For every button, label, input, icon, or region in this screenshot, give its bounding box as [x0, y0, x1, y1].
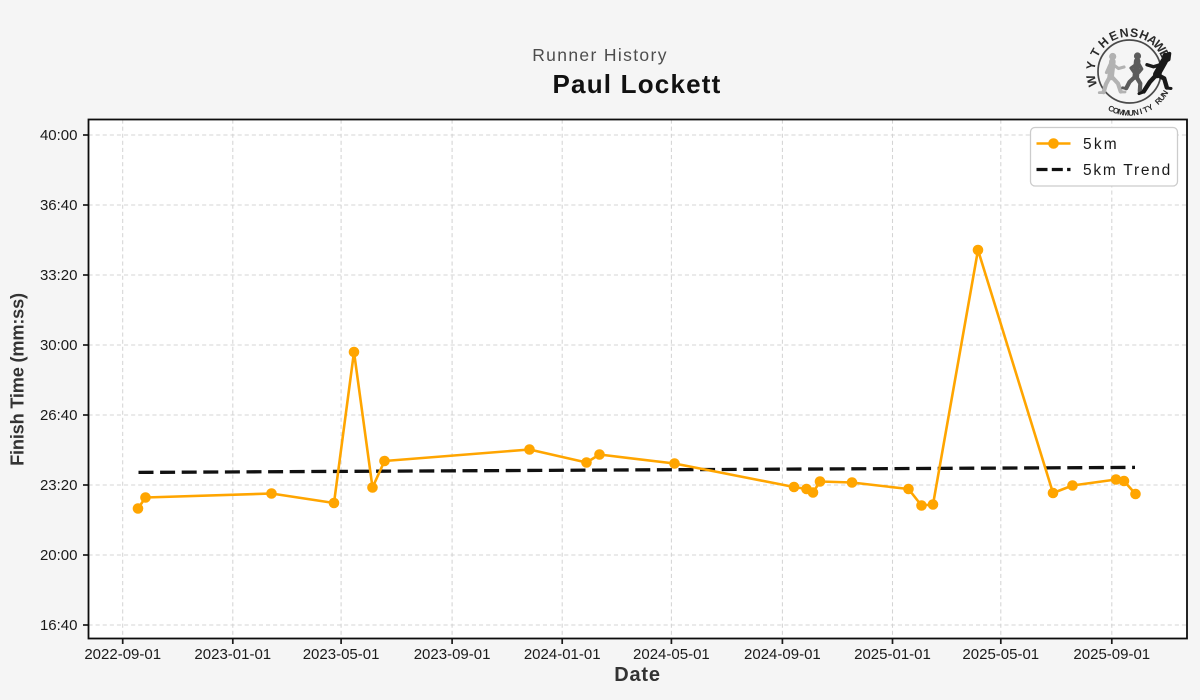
- svg-text:M: M: [1117, 107, 1126, 117]
- svg-text:26:40: 26:40: [40, 407, 78, 424]
- svg-text:Y: Y: [1084, 60, 1099, 70]
- svg-text:5km: 5km: [1083, 136, 1119, 153]
- svg-text:Paul Lockett: Paul Lockett: [553, 69, 722, 99]
- svg-text:20:00: 20:00: [40, 547, 78, 564]
- svg-text:W: W: [1084, 73, 1100, 88]
- svg-text:N: N: [1119, 25, 1130, 40]
- svg-text:R: R: [1153, 96, 1164, 107]
- svg-text:5km Trend: 5km Trend: [1083, 162, 1172, 179]
- svg-text:40:00: 40:00: [40, 127, 78, 144]
- svg-text:C: C: [1107, 104, 1116, 115]
- svg-text:23:20: 23:20: [40, 477, 78, 494]
- svg-text:O: O: [1112, 106, 1121, 117]
- svg-text:S: S: [1129, 26, 1139, 41]
- svg-text:N: N: [1132, 108, 1139, 118]
- svg-text:N: N: [1160, 89, 1171, 99]
- svg-text:U: U: [1128, 109, 1134, 118]
- svg-text:30:00: 30:00: [40, 337, 78, 354]
- svg-text:Y: Y: [1146, 102, 1156, 113]
- svg-text:2025-05-01: 2025-05-01: [962, 646, 1039, 663]
- svg-text:36:40: 36:40: [40, 197, 78, 214]
- svg-text:Runner History: Runner History: [532, 45, 668, 65]
- svg-text:M: M: [1122, 108, 1130, 118]
- svg-text:2024-09-01: 2024-09-01: [744, 646, 821, 663]
- svg-text:I: I: [1139, 107, 1144, 116]
- svg-text:2025-09-01: 2025-09-01: [1073, 646, 1150, 663]
- svg-text:Finish Time (mm:ss): Finish Time (mm:ss): [8, 293, 28, 466]
- svg-text:T: T: [1142, 105, 1150, 115]
- svg-text:U: U: [1157, 92, 1168, 102]
- svg-text:2024-05-01: 2024-05-01: [633, 646, 710, 663]
- svg-text:2022-09-01: 2022-09-01: [84, 646, 161, 663]
- svg-text:33:20: 33:20: [40, 267, 78, 284]
- svg-text:2024-01-01: 2024-01-01: [524, 646, 601, 663]
- svg-text:2023-05-01: 2023-05-01: [303, 646, 380, 663]
- svg-text:2023-01-01: 2023-01-01: [194, 646, 271, 663]
- svg-text:2025-01-01: 2025-01-01: [854, 646, 931, 663]
- svg-text:2023-09-01: 2023-09-01: [414, 646, 491, 663]
- svg-text:Date: Date: [614, 664, 661, 686]
- svg-text:16:40: 16:40: [40, 617, 78, 634]
